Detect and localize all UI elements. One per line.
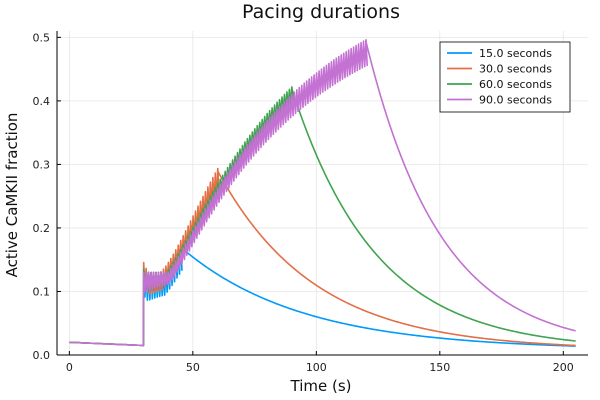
series-layer [69,39,576,347]
legend: 15.0 seconds 30.0 seconds 60.0 seconds 90.0… [439,41,571,113]
chart-title: Pacing durations [242,1,400,23]
x-tick-label: 200 [553,361,574,374]
legend-label-2: 30.0 seconds [479,63,552,76]
y-axis-label: Active CaMKII fraction [3,113,21,278]
x-tick-label: 100 [306,361,327,374]
y-tick-label: 0.3 [33,158,51,171]
y-tick-label: 0.2 [33,222,51,235]
y-tick-label: 0.4 [33,95,51,108]
x-tick-label: 150 [429,361,450,374]
legend-label-4: 90.0 seconds [479,94,552,107]
legend-label-3: 60.0 seconds [479,78,552,91]
legend-label-1: 15.0 seconds [479,47,552,60]
x-tick-label: 50 [186,361,200,374]
y-tick-label: 0.1 [33,285,51,298]
axes [56,31,588,356]
series-line-4 [69,39,576,347]
x-tick-label: 0 [66,361,73,374]
y-tick-label: 0.5 [33,31,51,44]
tick-labels: 0 50 100 150 200 0.0 0.1 0.2 0.3 0.4 0.5 [33,31,574,374]
x-axis-label: Time (s) [290,377,352,395]
y-tick-label: 0.0 [33,349,51,362]
